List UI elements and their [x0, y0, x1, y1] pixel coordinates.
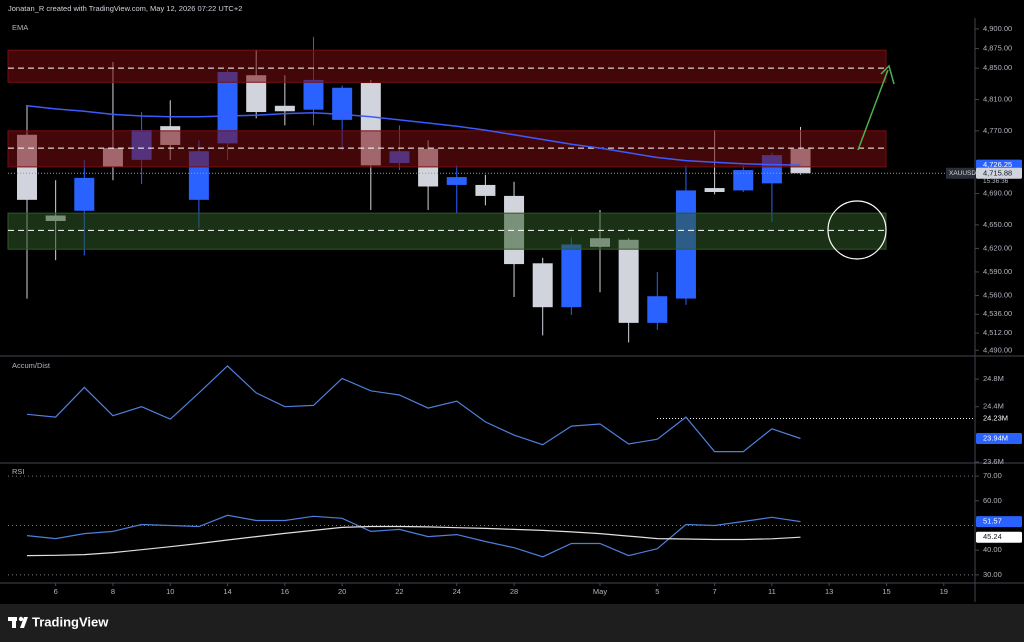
y-tick-label: 4,690.00: [983, 189, 1012, 198]
footer-bar: [0, 604, 1024, 642]
y-tick-label: 24.4M: [983, 402, 1004, 411]
annotation-circle: [827, 200, 887, 260]
y-tick-label: 4,900.00: [983, 24, 1012, 33]
y-tick-label: 30.00: [983, 570, 1002, 579]
y-tick-label: 4,536.00: [983, 309, 1012, 318]
candle-body: [618, 239, 639, 323]
x-tick-label: 28: [510, 587, 518, 596]
annotation-arrow: [857, 64, 895, 151]
y-tick-label: 70.00: [983, 471, 1002, 480]
x-tick-label: 13: [825, 587, 833, 596]
logo-part: [20, 617, 28, 628]
last-value-label: 23.94M: [983, 433, 1008, 442]
x-tick-label: 19: [940, 587, 948, 596]
zone: [7, 212, 887, 250]
logo-part: [12, 617, 16, 628]
y-tick-label: 4,850.00: [983, 63, 1012, 72]
pane-title: Accum/Dist: [12, 361, 51, 370]
x-tick-label: 20: [338, 587, 346, 596]
y-tick-label: 4,490.00: [983, 345, 1012, 354]
last-value-label: 51.57: [983, 517, 1002, 526]
x-tick-label: 11: [768, 587, 776, 596]
candle-body: [704, 188, 725, 192]
x-tick-label: 24: [453, 587, 461, 596]
arrow-shaft: [857, 69, 889, 151]
candle-body: [217, 72, 238, 144]
last-value-label: 4,726.25: [983, 160, 1012, 169]
last-value-label: 4,715.88: [983, 168, 1012, 177]
y-tick-label: 4,810.00: [983, 94, 1012, 103]
x-tick-label: 5: [655, 587, 659, 596]
candle-body: [303, 79, 324, 110]
candle-body: [274, 105, 295, 112]
candle-body: [475, 184, 496, 196]
last-value-box: [976, 167, 1022, 179]
zone: [7, 130, 887, 168]
symbol-box: [946, 167, 974, 179]
countdown: 15:36:36: [983, 178, 1009, 185]
x-tick-label: 15: [882, 587, 890, 596]
reference-label: 24.23M: [983, 413, 1008, 422]
y-tick-label: 4,620.00: [983, 243, 1012, 252]
reference-box: [976, 412, 1022, 424]
y-tick-label: 4,590.00: [983, 267, 1012, 276]
indicator-legend: EMA: [12, 23, 28, 32]
y-tick-label: 23.6M: [983, 457, 1004, 466]
last-value-box: [976, 531, 1022, 543]
line-series: [26, 105, 801, 166]
brand-name: TradingView: [32, 614, 109, 629]
y-tick-label: 4,650.00: [983, 220, 1012, 229]
candle-body: [561, 244, 582, 308]
x-tick-label: 8: [111, 587, 115, 596]
brand-logo: [8, 616, 28, 628]
last-value-box: [976, 516, 1022, 528]
y-tick-label: 4,560.00: [983, 290, 1012, 299]
candle-body: [532, 263, 553, 308]
y-tick-label: 24.8M: [983, 374, 1004, 383]
candle-body: [446, 177, 467, 185]
last-value-box: [976, 433, 1022, 445]
line-series: [26, 525, 801, 557]
y-tick-label: 4,770.00: [983, 126, 1012, 135]
candle-body: [733, 170, 754, 191]
x-tick-label: 22: [395, 587, 403, 596]
arrow-head: [880, 64, 895, 85]
line-series: [26, 514, 801, 558]
y-tick-label: 40.00: [983, 545, 1002, 554]
candle-body: [74, 177, 95, 211]
x-tick-label: 10: [166, 587, 174, 596]
x-tick-label: May: [593, 587, 607, 596]
x-tick-label: 7: [713, 587, 717, 596]
zone: [7, 49, 887, 83]
logo-part: [18, 616, 24, 622]
x-tick-label: 16: [281, 587, 289, 596]
symbol-label: XAUUSD: [949, 170, 976, 177]
header-text: Jonatan_R created with TradingView.com, …: [8, 4, 242, 13]
last-value-label: 45.24: [983, 532, 1002, 541]
y-tick-label: 4,875.00: [983, 44, 1012, 53]
line-series: [26, 365, 801, 453]
candle-body: [332, 87, 353, 120]
x-tick-label: 14: [223, 587, 231, 596]
x-tick-label: 6: [54, 587, 58, 596]
y-tick-label: 4,512.00: [983, 328, 1012, 337]
candle-body: [246, 75, 267, 113]
pane-title: RSI: [12, 467, 25, 476]
y-tick-label: 60.00: [983, 496, 1002, 505]
marks: 4,900.00 4,875.00 4,850.00 4,810.00 4,770.00…: [7, 24, 1022, 596]
candle-body: [647, 296, 668, 323]
